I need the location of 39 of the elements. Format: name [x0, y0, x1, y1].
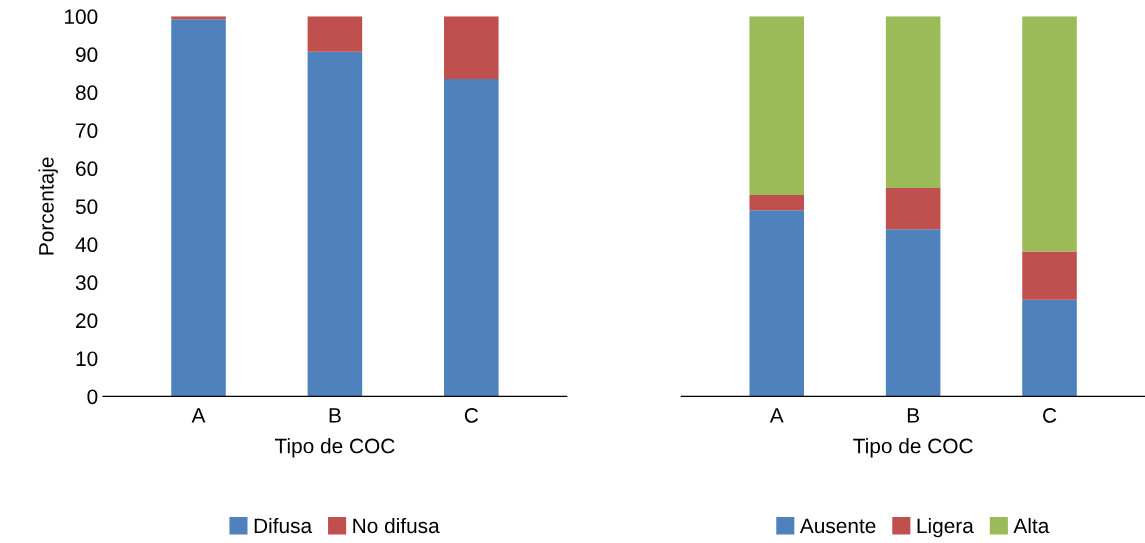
y-tick-label: 50: [75, 199, 98, 215]
bar: [749, 194, 805, 211]
bar: [171, 19, 226, 397]
bar: [749, 210, 805, 397]
legend-label: Difusa: [254, 517, 313, 534]
y-tick-label: 30: [75, 275, 98, 291]
bar: [749, 16, 805, 195]
bar: [307, 16, 363, 52]
y-tick-label: 90: [75, 47, 98, 63]
legend-label: Ligera: [917, 517, 974, 538]
y-tick-label: 0: [87, 389, 98, 405]
legend-label: No difusa: [353, 517, 440, 534]
y-tick-label: 80: [75, 85, 98, 101]
bar: [885, 16, 941, 189]
y-tick-label: 70: [76, 123, 98, 139]
legend-label: Ausente: [799, 518, 876, 534]
legend-label: Alta: [1013, 517, 1050, 534]
y-tick-label: 20: [76, 313, 98, 329]
bar: [1022, 251, 1077, 300]
x-tick-label: C: [1043, 408, 1057, 423]
y-tick-label: 100: [65, 9, 98, 25]
y-tick-label: 10: [76, 351, 98, 367]
bar: [1022, 16, 1077, 252]
y-tick-label: 60: [76, 161, 98, 177]
bar: [1022, 299, 1077, 397]
bar: [885, 188, 941, 230]
x-axis-title: Tipo de COC: [274, 438, 395, 458]
bar: [307, 51, 363, 397]
bar: [444, 16, 499, 80]
y-tick-label: 40: [75, 237, 98, 253]
x-axis-title: Tipo de COC: [853, 438, 973, 458]
x-tick-label: A: [191, 408, 206, 423]
x-tick-label: B: [907, 408, 919, 423]
y-axis-title: Porcentaje: [38, 157, 58, 255]
x-tick-label: A: [769, 408, 784, 423]
x-tick-label: B: [329, 408, 341, 423]
x-tick-label: C: [464, 408, 479, 423]
bar: [885, 229, 941, 397]
bar: [444, 79, 499, 397]
